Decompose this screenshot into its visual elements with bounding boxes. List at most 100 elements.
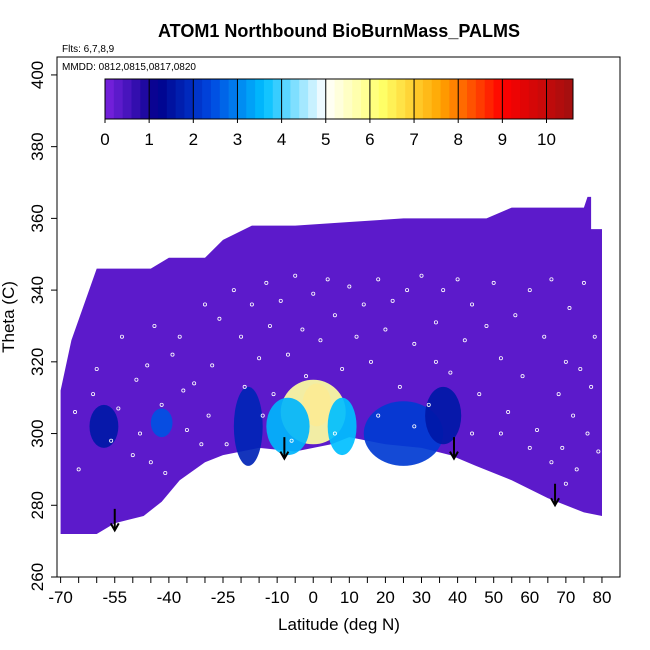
sample-point (556, 392, 561, 397)
colorbar-cell (414, 79, 424, 119)
field-feature (425, 386, 462, 445)
sample-point (520, 374, 525, 379)
sample-point (412, 341, 417, 346)
y-tick-label: 300 (28, 419, 47, 447)
x-tick-label: 70 (556, 588, 575, 607)
colorbar-cell (502, 79, 512, 119)
sample-point (390, 298, 395, 303)
colorbar-cell (255, 79, 265, 119)
sample-point (491, 280, 496, 285)
heatmap-field (60, 196, 603, 534)
sample-point (217, 316, 222, 321)
sample-point (242, 384, 247, 389)
sample-point (271, 392, 276, 397)
y-tick-label: 260 (28, 563, 47, 591)
colorbar-cell (210, 79, 221, 119)
sample-point (199, 442, 204, 447)
sample-point (192, 381, 197, 386)
y-tick-label: 320 (28, 348, 47, 376)
colorbar-cell (140, 79, 150, 119)
sample-point (347, 284, 352, 289)
sample-point (257, 356, 262, 361)
sample-point (405, 288, 410, 293)
y-axis-label: Theta (C) (0, 281, 18, 353)
colorbar-cell (387, 79, 397, 119)
sample-point (506, 410, 511, 415)
sample-point (542, 334, 547, 339)
colorbar-cell (202, 79, 212, 119)
colorbar-tick-label: 1 (144, 130, 153, 149)
colorbar-cell (281, 79, 291, 119)
sample-point (231, 288, 236, 293)
colorbar-cell (546, 79, 556, 119)
sample-point (116, 406, 121, 411)
colorbar-cell (184, 79, 194, 119)
sample-point (145, 363, 150, 368)
sample-point (581, 280, 586, 285)
sample-point (340, 366, 345, 371)
sample-point (73, 410, 78, 415)
sample-point (477, 392, 482, 397)
colorbar-cell (431, 79, 442, 119)
sample-point (130, 453, 135, 458)
x-tick-label: 40 (448, 588, 467, 607)
x-tick-label: 0 (309, 588, 318, 607)
x-axis: -70 -55 -40 -25 -10 0 10 20 30 40 50 60 70 80 (48, 577, 611, 607)
sample-point (513, 313, 518, 318)
y-tick-label: 360 (28, 204, 47, 232)
sample-point (567, 306, 572, 311)
colorbar-cell (131, 79, 141, 119)
sample-point (433, 359, 438, 364)
sample-point (549, 460, 554, 465)
colorbar-cell (263, 79, 274, 119)
sample-point (470, 302, 475, 307)
colorbar-cell (511, 79, 521, 119)
x-tick-label: -10 (265, 588, 290, 607)
sample-point (455, 277, 460, 282)
sample-point (527, 288, 532, 293)
dates-annotation: MMDD: 0812,0815,0817,0820 (62, 62, 196, 73)
colorbar-cell (149, 79, 159, 119)
colorbar-cell (325, 79, 336, 119)
sample-point (419, 273, 424, 278)
colorbar-cell (290, 79, 300, 119)
sample-point (426, 402, 431, 407)
sample-point (560, 445, 565, 450)
sample-point (278, 298, 283, 303)
colorbar-tick-label: 8 (453, 130, 462, 149)
sample-points (73, 273, 601, 486)
sample-point (267, 323, 272, 328)
colorbar-cell (405, 79, 415, 119)
sample-point (138, 431, 143, 436)
colorbar-cell (467, 79, 477, 119)
field-feature (150, 408, 173, 438)
x-tick-label: -55 (102, 588, 127, 607)
colorbar-cell (343, 79, 353, 119)
sample-point (325, 277, 330, 282)
sample-point (571, 413, 576, 418)
y-tick-label: 340 (28, 276, 47, 304)
sample-point (368, 359, 373, 364)
sample-point (184, 427, 189, 432)
sample-point (224, 442, 229, 447)
sample-point (589, 384, 594, 389)
field-feature (89, 404, 119, 448)
flights-annotation: Flts: 6,7,8,9 (62, 44, 115, 55)
colorbar-cell (564, 79, 574, 119)
sample-point (563, 359, 568, 364)
sample-point (285, 352, 290, 357)
sample-point (527, 445, 532, 450)
sample-point (462, 338, 467, 343)
colorbar-cell (520, 79, 530, 119)
colorbar-cell (369, 79, 380, 119)
colorbar-cell (352, 79, 362, 119)
sample-point (170, 352, 175, 357)
y-axis: 260 280 300 320 340 360 380 400 (28, 61, 57, 591)
sample-point (412, 424, 417, 429)
sample-point (300, 327, 305, 332)
sample-point (152, 323, 157, 328)
sample-point (304, 374, 309, 379)
sample-point (361, 302, 366, 307)
sample-point (289, 438, 294, 443)
profile-arrow-head (279, 451, 290, 461)
